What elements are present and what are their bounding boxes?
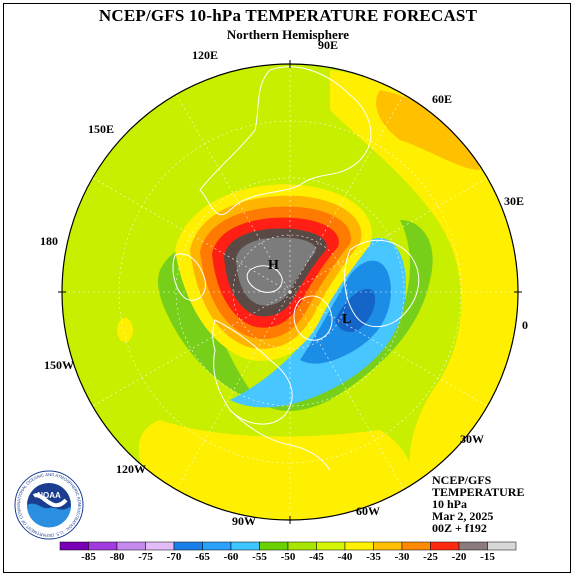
- colorbar-label: -65: [195, 551, 210, 563]
- lon-label-150e: 150E: [88, 122, 115, 136]
- meridian-120w: [175, 291, 291, 491]
- colorbar-label: -55: [252, 551, 267, 563]
- colorbar-label: -25: [423, 551, 438, 563]
- colorbar-label: -15: [480, 551, 495, 563]
- lon-label-180: 180: [40, 234, 58, 248]
- low-marker: L: [342, 312, 352, 327]
- colorbar-label: -30: [394, 551, 410, 563]
- field-amber-east: [376, 90, 480, 170]
- logo-bird: [32, 493, 68, 508]
- colorbar-label: -20: [451, 551, 467, 563]
- meridian-60e: [289, 93, 405, 293]
- coast-eurasia: [199, 66, 372, 216]
- meridian-120e: [175, 93, 291, 293]
- lon-label-120w: 120W: [116, 462, 146, 476]
- lon-label-60w: 60W: [356, 504, 380, 518]
- field-yellow-spot: [117, 318, 133, 342]
- colorbar-swatch: [230, 541, 260, 551]
- forecast-info: NCEP/GFS TEMPERATURE 10 hPa Mar 2, 2025 …: [432, 474, 524, 534]
- colorbar-label: -75: [138, 551, 153, 563]
- border-ticks: [58, 60, 522, 524]
- colorbar-swatch: [59, 541, 89, 551]
- logo-text: NOAA: [37, 491, 61, 500]
- info-level: 10 hPa: [432, 497, 468, 511]
- colorbar-swatch: [116, 541, 146, 551]
- graticule: [62, 64, 518, 520]
- meridian-60w: [289, 291, 405, 491]
- colorbar-swatch: [458, 541, 488, 551]
- page-subtitle: Northern Hemisphere: [226, 27, 350, 42]
- lon-label-60e: 60E: [432, 92, 453, 106]
- colorbar-swatch: [202, 541, 232, 551]
- field-green: [158, 220, 433, 411]
- info-variable: TEMPERATURE: [432, 485, 525, 499]
- colorbar-swatch: [344, 541, 374, 551]
- coast-alaska: [172, 253, 206, 301]
- coast-europe: [344, 239, 420, 328]
- logo-wave: [26, 503, 71, 528]
- coast-greenland: [293, 295, 333, 341]
- colorbar-swatch: [487, 541, 517, 551]
- colorbar-label: -60: [223, 551, 239, 563]
- colorbar-swatch: [430, 541, 460, 551]
- lon-label-30e: 30E: [504, 194, 525, 208]
- colorbar-label: -70: [166, 551, 182, 563]
- colorbar-label: -50: [280, 551, 296, 563]
- colorbar-swatch: [373, 541, 403, 551]
- page-title: NCEP/GFS 10-hPa TEMPERATURE FORECAST: [98, 6, 478, 25]
- noaa-logo: NATIONAL OCEANIC AND ATMOSPHERIC ADMINIS…: [14, 470, 84, 540]
- colorbar-swatch: [401, 541, 431, 551]
- colorbar: [59, 541, 517, 551]
- coast-north-america: [212, 319, 293, 425]
- high-marker: H: [268, 258, 279, 273]
- colorbar-swatch: [287, 541, 317, 551]
- coastlines: [172, 66, 420, 471]
- lon-label-90e: 90E: [318, 38, 339, 52]
- lon-label-90w: 90W: [232, 514, 256, 528]
- info-date: Mar 2, 2025: [432, 509, 494, 523]
- info-model: NCEP/GFS: [432, 473, 492, 487]
- colorbar-label: -35: [366, 551, 381, 563]
- colorbar-label: -80: [109, 551, 125, 563]
- info-run: 00Z + f192: [432, 521, 487, 535]
- field-yellow-spot-east: [497, 261, 513, 289]
- colorbar-swatch: [145, 541, 175, 551]
- colorbar-swatch: [173, 541, 203, 551]
- colorbar-label: -85: [81, 551, 96, 563]
- temperature-field: [62, 64, 518, 520]
- lon-label-30w: 30W: [460, 432, 484, 446]
- figure-frame: [3, 3, 571, 573]
- colorbar-label: -45: [309, 551, 324, 563]
- colorbar-swatch: [259, 541, 289, 551]
- lat-circle-60: [175, 177, 405, 407]
- colorbar-swatch: [316, 541, 346, 551]
- coast-arctic-islands: [246, 265, 283, 293]
- colorbar-label: -40: [337, 551, 353, 563]
- lon-label-150w: 150W: [44, 358, 74, 372]
- field-yellow-east: [330, 70, 518, 500]
- colorbar-swatch: [88, 541, 118, 551]
- field-deep-blue: [335, 289, 376, 332]
- lon-label-0: 0: [522, 318, 528, 332]
- coast-gulf: [229, 409, 331, 471]
- lon-label-120e: 120E: [192, 48, 219, 62]
